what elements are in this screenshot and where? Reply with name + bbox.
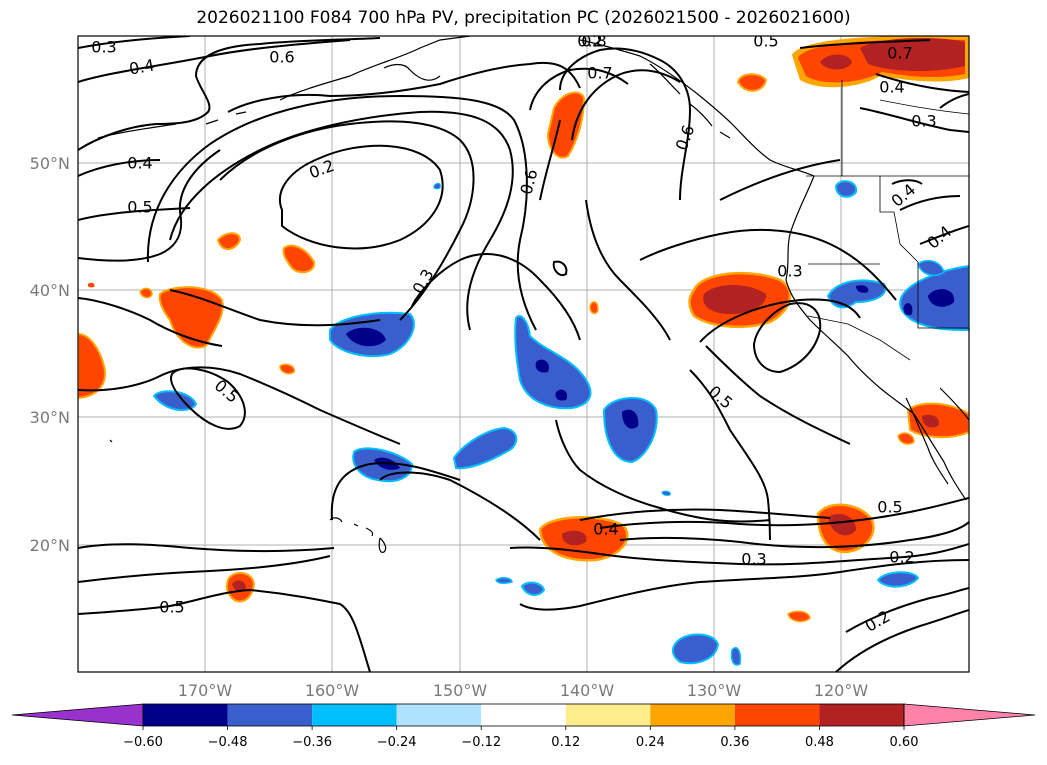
lon-axis: 170°W 160°W 150°W 140°W 130°W 120°W: [178, 681, 869, 700]
colorbar-segment: [312, 704, 397, 726]
colorbar-segment: [819, 704, 904, 726]
lat-axis: 50°N 40°N 30°N 20°N: [30, 154, 70, 555]
lon-label-170w: 170°W: [178, 681, 233, 700]
colorbar-tick-label: 0.48: [805, 735, 834, 750]
lon-label-160w: 160°W: [305, 681, 360, 700]
contour-label: 0.5: [159, 598, 184, 617]
colorbar-segment: [227, 704, 313, 726]
colorbar-tick-label: 0.36: [720, 735, 749, 750]
map-title: 2026021100 F084 700 hPa PV, precipitatio…: [196, 8, 851, 28]
colorbar-tick-label: 0.12: [551, 735, 580, 750]
lat-label-30n: 30°N: [30, 408, 70, 427]
contour-label: 0.4: [128, 55, 156, 78]
lon-label-120w: 120°W: [814, 681, 869, 700]
coastlines: [97, 36, 969, 553]
colorbar-extend-min: [11, 703, 144, 727]
contour-label: 0.4: [593, 520, 618, 539]
contour-label: 0.5: [753, 32, 778, 51]
precip-neg-30n-137w: [602, 396, 658, 464]
precip-positive-areas: [78, 36, 969, 623]
gridlines: [78, 36, 969, 672]
contour-label: 0.3: [911, 112, 936, 131]
precip-neg-17n-142w: [520, 581, 546, 596]
contour-label: 0.2: [889, 548, 914, 567]
colorbar-outline: [142, 703, 905, 727]
lon-label-130w: 130°W: [687, 681, 742, 700]
colorbar-tick-label: 0.24: [636, 735, 665, 750]
colorbar-tick-label: 0.60: [890, 735, 919, 750]
pv-contours: [78, 36, 969, 672]
contour-label: 0.4: [127, 154, 152, 173]
lat-label-40n: 40°N: [30, 281, 70, 300]
precip-neg-west-coast: [826, 279, 887, 309]
colorbar: −0.60 −0.48 −0.36 −0.24 −0.12 0.12 0.24 0.36 0.4…: [11, 703, 1036, 750]
colorbar-extend-max: [903, 703, 1036, 727]
contour-label: 0.5: [127, 198, 152, 217]
contour-label: 0.5: [877, 498, 902, 517]
precip-neg-31n-170w: [152, 390, 198, 412]
colorbar-tick-label: −0.36: [292, 735, 332, 750]
precip-neg-35n-145w: [514, 315, 592, 410]
precip-pos-west-center: [158, 286, 224, 349]
lon-label-150w: 150°W: [433, 681, 488, 700]
colorbar-segment: [481, 704, 566, 726]
colorbar-tick-label: −0.48: [208, 735, 248, 750]
contour-label: 0.3: [91, 38, 116, 57]
colorbar-tick-label: −0.12: [461, 735, 501, 750]
colorbar-segment: [650, 704, 735, 726]
contour-label: 0.3: [741, 550, 766, 569]
contour-label: 0.2: [577, 32, 602, 51]
precip-negative-areas: [152, 180, 969, 666]
precip-neg-12n-132w: [671, 633, 720, 665]
contour-label: 0.3: [777, 262, 802, 281]
map-frame: [77, 35, 970, 673]
contour-label: 0.7: [587, 64, 612, 83]
lat-label-50n: 50°N: [30, 154, 70, 173]
colorbar-segment: [565, 704, 651, 726]
precip-pos-left-edge: [78, 332, 106, 400]
lat-label-20n: 20°N: [30, 536, 70, 555]
contour-label: 0.4: [879, 78, 904, 97]
precip-neg-16n-115w: [876, 571, 920, 588]
contour-label: 0.6: [269, 48, 294, 67]
colorbar-segment: [143, 704, 228, 726]
lon-label-140w: 140°W: [560, 681, 615, 700]
contour-label: 0.7: [887, 44, 912, 63]
colorbar-tick-label: −0.24: [377, 735, 417, 750]
contour-label: 0.8: [581, 32, 606, 51]
colorbar-tick-label: −0.60: [123, 735, 163, 750]
colorbar-segment: [734, 704, 820, 726]
colorbar-segment: [396, 704, 482, 726]
precip-pos-small-55n: [736, 73, 768, 92]
precip-neg-28n-149w: [452, 426, 518, 470]
